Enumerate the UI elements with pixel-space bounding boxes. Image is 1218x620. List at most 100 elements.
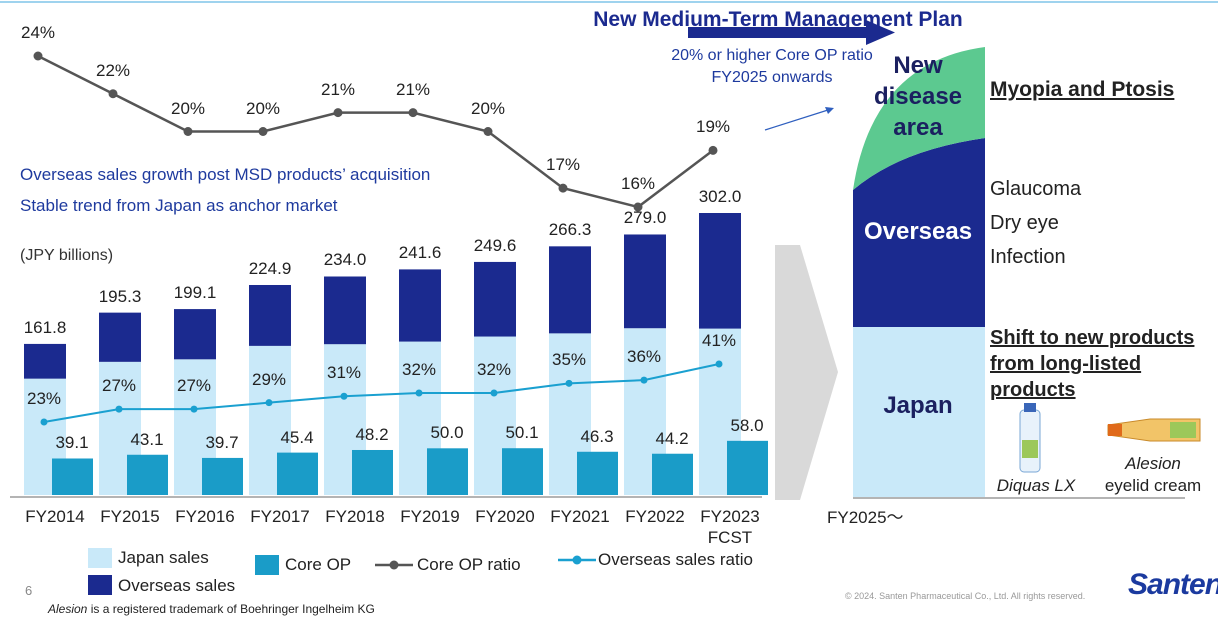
ratio-label: 21%	[321, 80, 355, 100]
product-desc: eyelid cream	[1105, 476, 1201, 496]
segment-item: Dry eye	[990, 212, 1059, 235]
core-op-bar	[52, 458, 93, 495]
core-op-label: 39.1	[55, 433, 88, 453]
legend-swatch	[88, 548, 112, 568]
ratio-point	[191, 406, 198, 413]
ratio-label: 24%	[21, 23, 55, 43]
total-label: 249.6	[474, 236, 517, 256]
ratio-label: 27%	[177, 376, 211, 396]
page-number: 6	[25, 584, 32, 599]
total-label: 266.3	[549, 220, 592, 240]
total-label: 241.6	[399, 243, 442, 263]
total-label: 234.0	[324, 250, 367, 270]
pointer-arrow	[765, 110, 828, 130]
plan-period: FY2025～	[827, 508, 904, 528]
ratio-point	[716, 361, 723, 368]
ratio-label: 23%	[27, 389, 61, 409]
alesion-cap	[1108, 424, 1122, 436]
ratio-point	[41, 419, 48, 426]
x-tick-label: FY2014	[20, 506, 90, 527]
ratio-label: 20%	[246, 99, 280, 119]
ratio-point	[416, 390, 423, 397]
segment-label: Overseas	[864, 218, 972, 246]
x-tick-label: FY2020	[470, 506, 540, 527]
ratio-label: 21%	[396, 80, 430, 100]
product-name: Alesion	[1125, 454, 1181, 474]
ratio-point	[559, 184, 568, 193]
ratio-label: 32%	[402, 360, 436, 380]
copyright: © 2024. Santen Pharmaceutical Co., Ltd. …	[845, 591, 1085, 601]
overseas-bar	[324, 276, 366, 344]
ratio-point	[34, 52, 43, 61]
ratio-label: 36%	[627, 347, 661, 367]
core-op-bar	[652, 454, 693, 495]
overseas-bar	[249, 285, 291, 346]
ratio-point	[409, 108, 418, 117]
segment-focus: Myopia and Ptosis	[990, 78, 1174, 102]
plan-target: 20% or higher Core OP ratio	[671, 47, 873, 65]
total-label: 224.9	[249, 259, 292, 279]
plan-title: New Medium-Term Management Plan	[593, 8, 963, 32]
plan-target: FY2025 onwards	[712, 69, 833, 87]
ratio-label: 19%	[696, 117, 730, 137]
overseas-bar	[549, 246, 591, 333]
ratio-point	[334, 108, 343, 117]
ratio-label: 20%	[171, 99, 205, 119]
segment-label: New disease area	[858, 50, 978, 143]
diquas-cap	[1024, 403, 1036, 412]
segment-item: Glaucoma	[990, 178, 1081, 201]
core-op-bar	[202, 458, 243, 495]
segment-label: Japan	[883, 392, 952, 420]
legend-label: Core OP	[285, 555, 351, 575]
annotation: Overseas sales growth post MSD products’…	[20, 165, 430, 185]
x-tick-label: FY2019	[395, 506, 465, 527]
core-op-label: 44.2	[655, 429, 688, 449]
ratio-label: 35%	[552, 350, 586, 370]
x-tick-label: FY2018	[320, 506, 390, 527]
core-op-bar	[577, 452, 618, 495]
annotation: Stable trend from Japan as anchor market	[20, 196, 338, 216]
x-tick-label: FY2016	[170, 506, 240, 527]
x-tick-label: FY2015	[95, 506, 165, 527]
ratio-point	[491, 390, 498, 397]
x-tick-label: FY2017	[245, 506, 315, 527]
total-label: 279.0	[624, 208, 667, 228]
ratio-label: 31%	[327, 363, 361, 383]
core-op-label: 58.0	[730, 416, 763, 436]
overseas-bar	[174, 309, 216, 359]
x-tick-label: FY2022	[620, 506, 690, 527]
legend-label: Japan sales	[118, 548, 209, 568]
overseas-bar	[24, 344, 66, 379]
total-label: 161.8	[24, 318, 67, 338]
core-op-label: 43.1	[130, 430, 163, 450]
core-op-bar	[502, 448, 543, 495]
ratio-point	[266, 399, 273, 406]
transition-arrow	[775, 245, 838, 500]
core-op-bar	[427, 448, 468, 495]
core-op-bar	[127, 455, 168, 495]
legend-label: Overseas sales	[118, 576, 235, 596]
total-label: 302.0	[699, 187, 742, 207]
overseas-bar	[474, 262, 516, 337]
ratio-line	[44, 364, 719, 422]
ratio-label: 32%	[477, 360, 511, 380]
legend-swatch	[255, 555, 279, 575]
ratio-point	[116, 406, 123, 413]
ratio-label: 20%	[471, 99, 505, 119]
unit-label: (JPY billions)	[20, 247, 113, 265]
legend-swatch	[88, 575, 112, 595]
core-op-label: 48.2	[355, 425, 388, 445]
ratio-point	[341, 393, 348, 400]
ratio-label: 16%	[621, 174, 655, 194]
trademark-note: Alesion is a registered trademark of Boe…	[48, 603, 375, 617]
ratio-point	[566, 380, 573, 387]
segment-item: Infection	[990, 246, 1066, 269]
core-op-label: 45.4	[280, 428, 313, 448]
legend-marker	[390, 561, 399, 570]
ratio-label: 22%	[96, 61, 130, 81]
core-op-label: 39.7	[205, 433, 238, 453]
overseas-bar	[624, 234, 666, 328]
ratio-point	[259, 127, 268, 136]
diquas-label	[1022, 440, 1038, 458]
logo: Santen	[1128, 568, 1218, 603]
